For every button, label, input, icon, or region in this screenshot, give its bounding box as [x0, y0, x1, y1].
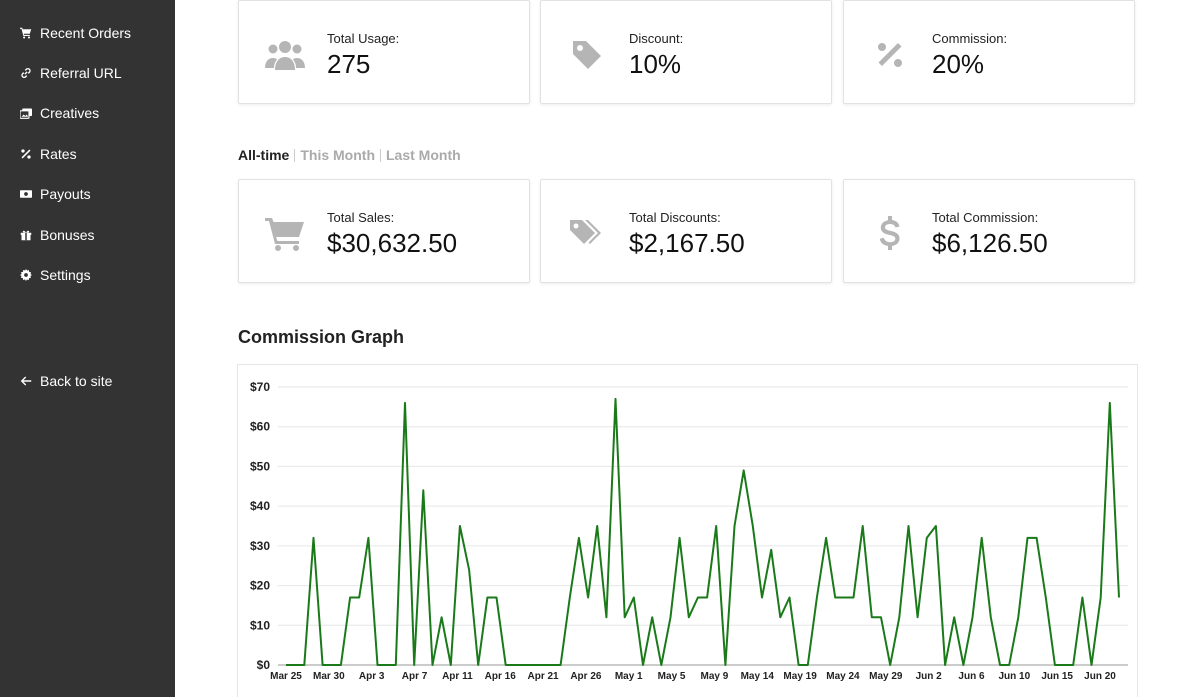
- sidebar-item-label: Bonuses: [40, 227, 95, 243]
- y-tick-label: $60: [250, 420, 270, 434]
- y-tick-label: $50: [250, 459, 270, 473]
- x-tick-label: May 24: [826, 671, 860, 682]
- card-value: $6,126.50: [932, 228, 1048, 258]
- discount-card: Discount: 10%: [540, 0, 832, 104]
- sidebar-item-payouts[interactable]: Payouts: [19, 184, 91, 204]
- x-tick-label: Mar 25: [270, 671, 302, 682]
- card-value: $30,632.50: [327, 228, 458, 258]
- card-label: Total Sales:: [327, 210, 395, 225]
- x-tick-label: Jun 10: [998, 671, 1030, 682]
- graph-title: Commission Graph: [238, 327, 405, 347]
- tab-divider: [294, 148, 296, 162]
- x-tick-label: Jun 15: [1041, 671, 1073, 682]
- money-icon: [19, 188, 32, 201]
- card-value: 20%: [932, 49, 985, 79]
- sidebar-item-label: Referral URL: [40, 65, 122, 81]
- back-to-site-link[interactable]: Back to site: [19, 371, 112, 391]
- tab-divider: [380, 148, 381, 162]
- card-value: 275: [327, 49, 371, 79]
- card-value: 10%: [629, 49, 682, 79]
- y-tick-label: $70: [250, 380, 270, 394]
- x-tick-label: May 29: [869, 671, 903, 682]
- users-icon: [264, 37, 306, 73]
- sidebar: Recent Orders Referral URL Creatives Rat…: [0, 0, 175, 697]
- commission-series-line: [286, 397, 1120, 666]
- arrow-left-icon: [19, 375, 32, 388]
- x-tick-label: Apr 26: [570, 671, 602, 682]
- tag-icon: [566, 37, 608, 73]
- card-label: Discount:: [629, 31, 684, 46]
- sidebar-item-bonuses[interactable]: Bonuses: [19, 225, 94, 245]
- x-tick-label: Jun 2: [916, 671, 943, 682]
- images-icon: [19, 107, 32, 120]
- sidebar-item-label: Payouts: [40, 186, 91, 202]
- tags-icon: [566, 216, 608, 252]
- tab-all-time[interactable]: All-time: [238, 147, 290, 163]
- x-tick-label: Apr 21: [527, 671, 559, 682]
- sidebar-item-referral-url[interactable]: Referral URL: [19, 63, 122, 83]
- percent-icon: [869, 37, 911, 73]
- card-value: $2,167.50: [629, 228, 745, 258]
- total-commission-card: Total Commission: $6,126.50: [843, 179, 1135, 283]
- sidebar-item-label: Rates: [40, 146, 77, 162]
- sidebar-item-settings[interactable]: Settings: [19, 265, 91, 285]
- commission-chart: $0 $10 $20 $30 $40 $50 $60 $70 Mar 25 Mar 30 Apr 3…: [237, 364, 1138, 697]
- cart-icon: [264, 216, 306, 252]
- x-tick-label: Jun 20: [1084, 671, 1116, 682]
- sidebar-item-label: Creatives: [40, 105, 100, 121]
- tab-this-month[interactable]: This Month: [300, 147, 375, 163]
- x-tick-label: Apr 16: [485, 671, 517, 682]
- card-label: Total Commission:: [932, 210, 1039, 225]
- total-sales-card: Total Sales: $30,632.50: [238, 179, 530, 283]
- x-tick-label: May 1: [615, 671, 643, 682]
- total-discounts-card: Total Discounts: $2,167.50: [540, 179, 832, 283]
- sidebar-item-creatives[interactable]: Creatives: [19, 103, 99, 123]
- x-tick-label: Jun 6: [958, 671, 985, 682]
- y-tick-label: $40: [250, 499, 270, 513]
- y-tick-label: $10: [250, 618, 270, 632]
- sidebar-item-label: Recent Orders: [40, 25, 132, 41]
- gift-icon: [19, 229, 32, 242]
- x-tick-label: Mar 30: [313, 671, 345, 682]
- commission-line-chart: $0 $10 $20 $30 $40 $50 $60 $70 Mar 25 Mar 30 Apr 3…: [250, 380, 1128, 682]
- cart-icon: [19, 27, 32, 40]
- gear-icon: [19, 269, 32, 282]
- y-tick-label: $30: [250, 539, 270, 553]
- x-tick-label: May 14: [741, 671, 775, 682]
- dollar-icon: [869, 216, 911, 252]
- tab-last-month[interactable]: Last Month: [386, 147, 461, 163]
- y-tick-label: $0: [257, 658, 271, 672]
- x-tick-label: May 5: [658, 671, 686, 682]
- card-label: Commission:: [932, 31, 1008, 46]
- sidebar-item-rates[interactable]: Rates: [19, 144, 77, 164]
- period-tabs: All-time This Month Last Month: [238, 147, 461, 163]
- x-tick-label: May 9: [701, 671, 729, 682]
- percent-icon: [19, 148, 32, 161]
- card-label: Total Discounts:: [629, 210, 721, 225]
- link-icon: [19, 67, 32, 80]
- card-label: Total Usage:: [327, 31, 400, 46]
- sidebar-item-label: Settings: [40, 267, 91, 283]
- total-usage-card: Total Usage: 275: [238, 0, 530, 104]
- x-tick-label: Apr 3: [359, 671, 385, 682]
- sidebar-item-recent-orders[interactable]: Recent Orders: [19, 23, 131, 43]
- x-tick-label: Apr 7: [402, 671, 428, 682]
- commission-card: Commission: 20%: [843, 0, 1135, 104]
- back-to-site-label: Back to site: [40, 373, 113, 389]
- y-tick-label: $20: [250, 579, 270, 593]
- x-tick-label: May 19: [783, 671, 817, 682]
- x-tick-label: Apr 11: [442, 671, 473, 682]
